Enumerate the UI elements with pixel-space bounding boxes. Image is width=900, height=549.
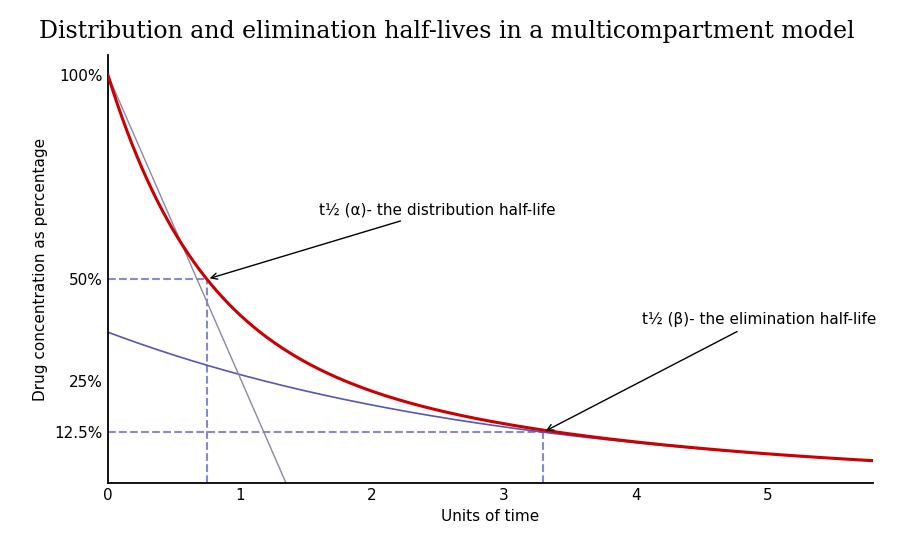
- Y-axis label: Drug concentration as percentage: Drug concentration as percentage: [32, 137, 48, 401]
- Text: t½ (α)- the distribution half-life: t½ (α)- the distribution half-life: [212, 203, 555, 279]
- X-axis label: Units of time: Units of time: [441, 508, 540, 524]
- Text: Distribution and elimination half-lives in a multicompartment model: Distribution and elimination half-lives …: [40, 20, 855, 43]
- Text: t½ (β)- the elimination half-life: t½ (β)- the elimination half-life: [547, 312, 877, 430]
